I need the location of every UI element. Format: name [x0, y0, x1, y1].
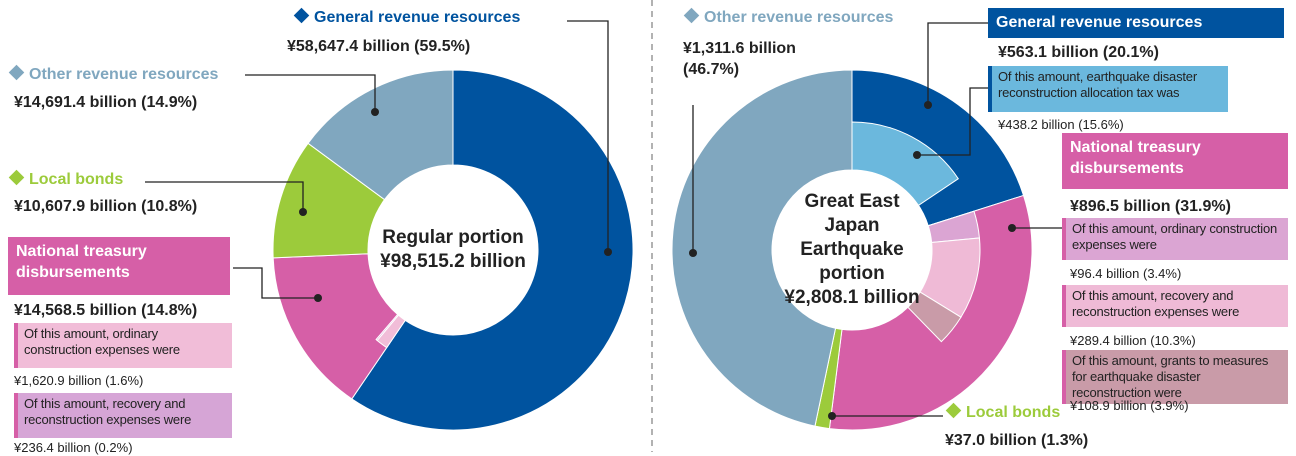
- detail-text: Of this amount, recovery and reconstruct…: [14, 393, 232, 438]
- category-label: General revenue resources: [988, 8, 1284, 38]
- category-label-wrap: Local bonds: [945, 402, 1061, 422]
- center-text: ¥98,515.2 billion: [380, 251, 526, 272]
- detail-value: ¥1,620.9 billion (1.6%): [14, 373, 144, 388]
- detail-value: ¥289.4 billion (10.3%): [1070, 333, 1196, 348]
- leader: [927, 22, 988, 105]
- center-text: Regular portion: [382, 227, 524, 248]
- category-label-wrap: General revenue resources: [293, 7, 521, 27]
- leader-dot: [1008, 224, 1016, 232]
- detail-value: ¥438.2 billion (15.6%): [998, 117, 1124, 132]
- diamond: [683, 7, 700, 24]
- value-label: ¥58,647.4 billion (59.5%): [287, 38, 471, 55]
- category-label-wrap: Local bonds: [8, 169, 124, 189]
- leader: [567, 20, 609, 252]
- leader-dot: [828, 412, 836, 420]
- detail-text: Of this amount, grants to measures for e…: [1062, 350, 1288, 404]
- value-label: ¥1,311.6 billion (46.7%): [683, 40, 796, 78]
- detail-text: Of this amount, earthquake disaster reco…: [988, 66, 1228, 112]
- leader-dot: [913, 151, 921, 159]
- category-label-wrap: Other revenue resources: [683, 7, 894, 27]
- value-label: ¥896.5 billion (31.9%): [1070, 198, 1231, 215]
- value-label: ¥10,607.9 billion (10.8%): [14, 198, 198, 215]
- diamond: [8, 64, 25, 81]
- center-label: Great East Japan Earthquake portion ¥2,80…: [777, 190, 927, 310]
- detail-value: ¥236.4 billion (0.2%): [14, 440, 133, 455]
- center-text: Great East Japan Earthquake portion: [800, 191, 904, 284]
- hole: [772, 170, 932, 330]
- diamond: [8, 169, 25, 186]
- leader: [145, 181, 304, 212]
- category-label: National treasury disbursements: [1062, 133, 1288, 189]
- leader-dot: [924, 101, 932, 109]
- leader-dot: [604, 248, 612, 256]
- center-text: ¥2,808.1 billion: [784, 287, 920, 308]
- category-label: Other revenue resources: [29, 66, 219, 83]
- category-label: Other revenue resources: [704, 9, 894, 26]
- detail-value: ¥108.9 billion (3.9%): [1070, 398, 1189, 413]
- leader-dot: [371, 108, 379, 116]
- category-label: Local bonds: [966, 404, 1061, 421]
- detail-text: Of this amount, recovery and reconstruct…: [1062, 285, 1288, 327]
- detail-text: Of this amount, ordinary construction ex…: [14, 323, 232, 368]
- detail-text: Of this amount, ordinary construction ex…: [1062, 218, 1288, 260]
- diamond: [293, 7, 310, 24]
- center-label: Regular portion ¥98,515.2 billion: [368, 226, 538, 274]
- detail-value: ¥96.4 billion (3.4%): [1070, 266, 1182, 281]
- leader: [233, 267, 318, 299]
- hole: [368, 165, 538, 335]
- leader: [245, 74, 376, 112]
- category-label-wrap: Other revenue resources: [8, 64, 219, 84]
- leader-dot: [314, 294, 322, 302]
- value-label: ¥563.1 billion (20.1%): [998, 44, 1159, 61]
- category-label: National treasury disbursements: [8, 237, 230, 295]
- leader-dot: [299, 208, 307, 216]
- value-label: ¥14,568.5 billion (14.8%): [14, 302, 198, 319]
- category-label: General revenue resources: [314, 9, 521, 26]
- value-label: ¥14,691.4 billion (14.9%): [14, 94, 198, 111]
- leader: [917, 87, 988, 156]
- value-label: ¥37.0 billion (1.3%): [945, 432, 1089, 449]
- leader-dot: [689, 249, 697, 257]
- category-label: Local bonds: [29, 171, 124, 188]
- diamond: [945, 402, 962, 419]
